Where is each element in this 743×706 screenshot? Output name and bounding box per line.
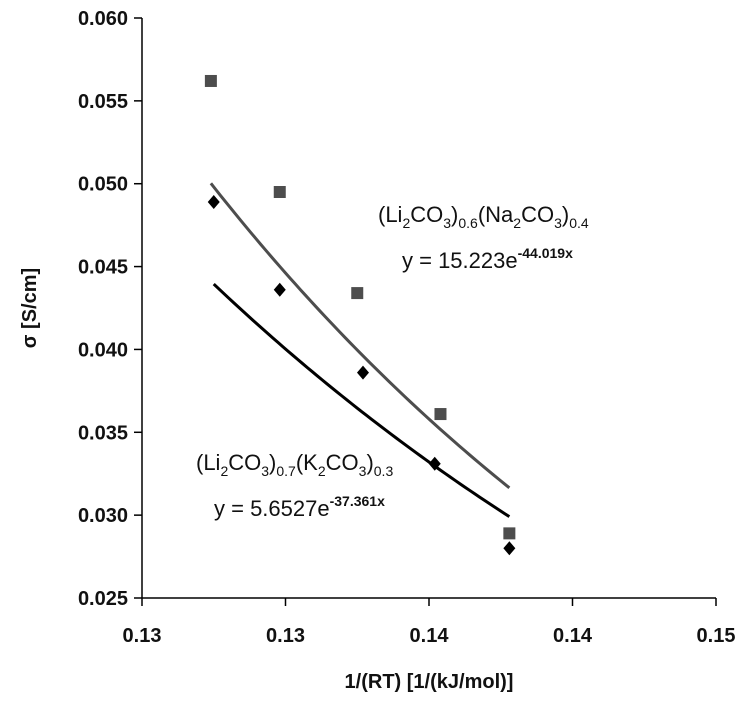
formula-part: 2 xyxy=(318,463,326,479)
formula-part: CO xyxy=(228,450,261,475)
y-tick-label: 0.025 xyxy=(78,588,128,610)
formula-part: 3 xyxy=(443,215,451,231)
square-point xyxy=(351,287,364,300)
equation-base: y = 5.6527e xyxy=(214,496,330,521)
diamond-point xyxy=(356,365,369,380)
formula-part: ) xyxy=(366,450,373,475)
square-point xyxy=(503,527,516,540)
formula-part: (K xyxy=(296,450,318,475)
formula-part: CO xyxy=(410,202,443,227)
y-tick-label: 0.060 xyxy=(78,8,128,30)
x-tick-label: 0.13 xyxy=(123,625,162,647)
formula-part: CO xyxy=(326,450,359,475)
series2-label: (Li2CO3)0.7(K2CO3)0.3 xyxy=(196,450,393,479)
y-tick-label: 0.055 xyxy=(78,91,128,113)
square-point xyxy=(273,186,286,198)
fit-lines xyxy=(209,182,511,518)
formula-part: (Li xyxy=(378,202,402,227)
x-tick-label: 0.14 xyxy=(553,625,593,647)
x-tick-label: 0.13 xyxy=(266,625,305,647)
equation-exponent: -44.019x xyxy=(518,245,573,261)
diamond-point xyxy=(503,541,516,556)
diamond-point xyxy=(428,456,441,471)
x-tick-label: 0.15 xyxy=(697,625,736,647)
y-axis-title: σ [S/cm] xyxy=(19,268,41,348)
formula-part: ) xyxy=(451,202,458,227)
formula-part: (Li xyxy=(196,450,220,475)
square-point xyxy=(434,408,447,421)
data-points xyxy=(204,74,516,556)
square-point xyxy=(204,74,217,87)
equation-exponent: -37.361x xyxy=(330,493,385,509)
formula-part: (Na xyxy=(478,202,514,227)
x-tick-label: 0.14 xyxy=(410,625,450,647)
diamond-point xyxy=(207,194,220,209)
formula-part: 0.3 xyxy=(374,463,394,479)
formula-part: 3 xyxy=(261,463,269,479)
formula-part: 3 xyxy=(359,463,367,479)
formula-part: 3 xyxy=(554,215,562,231)
x-axis-title: 1/(RT) [1/(kJ/mol)] xyxy=(345,671,514,693)
diamond-point xyxy=(273,282,286,297)
y-tick-label: 0.030 xyxy=(78,505,128,527)
formula-part: 0.4 xyxy=(569,215,589,231)
y-tick-label: 0.040 xyxy=(78,339,128,361)
formula-part: 2 xyxy=(220,463,228,479)
formula-part: 0.7 xyxy=(276,463,296,479)
formula-part: 2 xyxy=(513,215,521,231)
series1-label: (Li2CO3)0.6(Na2CO3)0.4 xyxy=(378,202,589,231)
fit-line-2 xyxy=(212,282,511,518)
y-tick-label: 0.045 xyxy=(78,257,128,279)
axes: 0.025 0.030 0.035 0.040 0.045 0.050 0.055 0.060… xyxy=(78,8,736,647)
formula-part: ) xyxy=(269,450,276,475)
formula-part: 0.6 xyxy=(458,215,478,231)
formula-part: CO xyxy=(521,202,554,227)
equation-base: y = 15.223e xyxy=(402,248,518,273)
annotations: (Li2CO3)0.6(Na2CO3)0.4y = 15.223e-44.019… xyxy=(196,202,589,521)
y-tick-label: 0.035 xyxy=(78,422,128,444)
y-tick-label: 0.050 xyxy=(78,174,128,196)
formula-part: ) xyxy=(562,202,569,227)
series2-equation: y = 5.6527e-37.361x xyxy=(214,493,385,521)
fit-line-1 xyxy=(209,182,511,489)
formula-part: 2 xyxy=(402,215,410,231)
series1-equation: y = 15.223e-44.019x xyxy=(402,245,573,273)
